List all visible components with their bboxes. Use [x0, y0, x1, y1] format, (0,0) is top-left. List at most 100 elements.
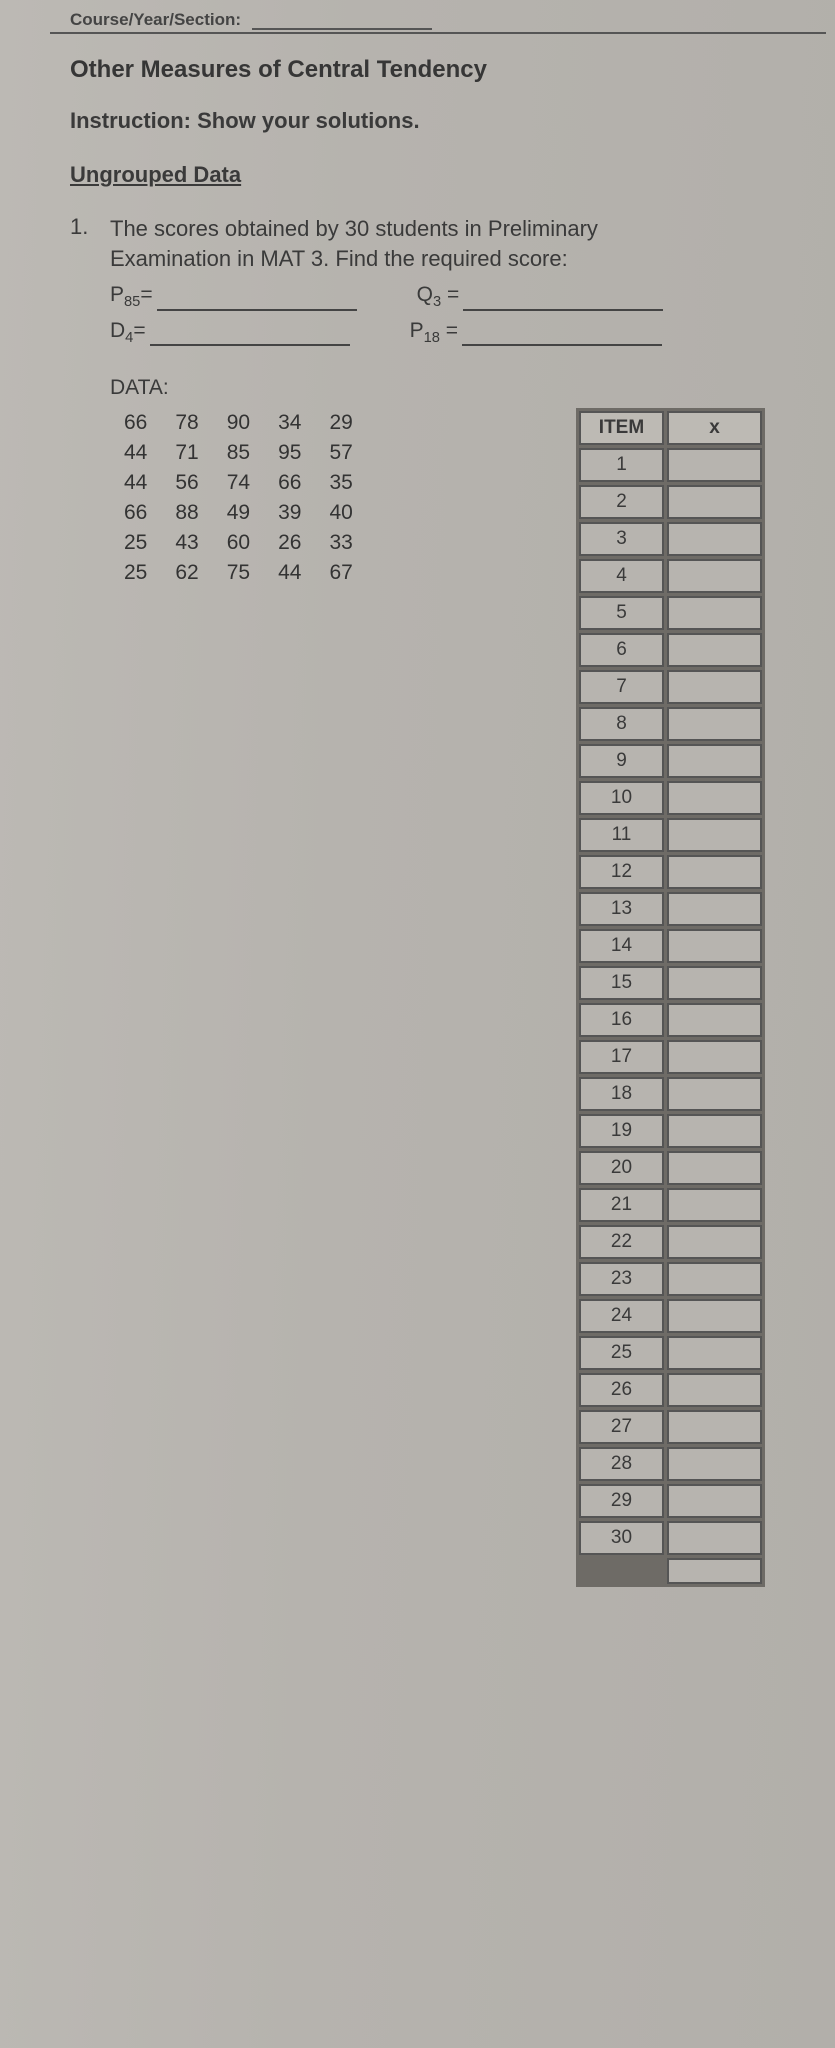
item-x-cell[interactable] [667, 1188, 762, 1222]
item-row: 11 [579, 818, 762, 852]
item-row: 27 [579, 1410, 762, 1444]
item-number-cell: 3 [579, 522, 664, 556]
blank-q3-label: Q3 = [417, 283, 460, 310]
item-table: ITEM x 123456789101112131415161718192021… [576, 408, 765, 1587]
item-row: 10 [579, 781, 762, 815]
item-x-cell[interactable] [667, 1262, 762, 1296]
instruction-label: Instruction: [70, 108, 191, 133]
data-cell: 56 [161, 468, 212, 498]
item-x-cell[interactable] [667, 1484, 762, 1518]
item-x-cell[interactable] [667, 1225, 762, 1259]
item-x-cell[interactable] [667, 1077, 762, 1111]
item-x-cell[interactable] [667, 1003, 762, 1037]
item-x-cell[interactable] [667, 966, 762, 1000]
item-number-cell: 7 [579, 670, 664, 704]
blank-d4-line[interactable] [150, 328, 350, 346]
course-blank[interactable] [252, 12, 432, 30]
data-cell: 85 [213, 438, 264, 468]
worksheet-page: Course/Year/Section: Other Measures of C… [0, 0, 835, 2048]
data-cell: 35 [315, 468, 366, 498]
item-x-cell[interactable] [667, 1040, 762, 1074]
blank-p18-label: P18 = [410, 319, 458, 346]
instruction-line: Instruction: Show your solutions. [70, 108, 775, 134]
item-row: 6 [579, 633, 762, 667]
col-x-header: x [667, 411, 762, 445]
item-table-wrap: ITEM x 123456789101112131415161718192021… [576, 408, 765, 1587]
data-cell: 78 [161, 408, 212, 438]
problem-body: The scores obtained by 30 students in Pr… [110, 214, 775, 1587]
data-row: 2543602633 [110, 528, 367, 558]
item-x-cell[interactable] [667, 596, 762, 630]
blank-q3-line[interactable] [463, 293, 663, 311]
blank-q3: Q3 = [417, 283, 664, 310]
item-x-cell[interactable] [667, 929, 762, 963]
data-cell: 44 [110, 468, 161, 498]
item-row: 7 [579, 670, 762, 704]
item-number-cell: 4 [579, 559, 664, 593]
item-x-cell[interactable] [667, 1336, 762, 1370]
blank-p18: P18 = [410, 319, 662, 346]
item-row: 26 [579, 1373, 762, 1407]
top-rule [50, 32, 826, 34]
item-row: 4 [579, 559, 762, 593]
item-table-footer [579, 1558, 762, 1584]
item-x-cell[interactable] [667, 707, 762, 741]
item-x-cell[interactable] [667, 1521, 762, 1555]
blank-p18-line[interactable] [462, 328, 662, 346]
worksheet-title: Other Measures of Central Tendency [70, 56, 775, 84]
item-number-cell: 18 [579, 1077, 664, 1111]
blank-p85-label: P85= [110, 283, 153, 310]
data-cell: 66 [264, 468, 315, 498]
item-x-cell[interactable] [667, 892, 762, 926]
problem-1: 1. The scores obtained by 30 students in… [70, 214, 775, 1587]
item-x-cell[interactable] [667, 818, 762, 852]
item-number-cell: 15 [579, 966, 664, 1000]
item-x-cell[interactable] [667, 633, 762, 667]
item-number-cell: 29 [579, 1484, 664, 1518]
item-x-cell[interactable] [667, 781, 762, 815]
data-label: DATA: [110, 376, 775, 400]
item-x-cell[interactable] [667, 1114, 762, 1148]
data-cell: 29 [315, 408, 366, 438]
item-number-cell: 5 [579, 596, 664, 630]
item-row: 18 [579, 1077, 762, 1111]
item-x-cell[interactable] [667, 1373, 762, 1407]
data-cell: 43 [161, 528, 212, 558]
item-x-cell[interactable] [667, 855, 762, 889]
item-number-cell: 9 [579, 744, 664, 778]
item-x-cell[interactable] [667, 1151, 762, 1185]
item-x-cell[interactable] [667, 1299, 762, 1333]
data-cell: 33 [315, 528, 366, 558]
item-row: 24 [579, 1299, 762, 1333]
data-cell: 90 [213, 408, 264, 438]
item-row: 15 [579, 966, 762, 1000]
item-row: 16 [579, 1003, 762, 1037]
data-cell: 62 [161, 558, 212, 588]
item-number-cell: 16 [579, 1003, 664, 1037]
item-number-cell: 2 [579, 485, 664, 519]
data-cell: 25 [110, 558, 161, 588]
item-row: 21 [579, 1188, 762, 1222]
item-number-cell: 21 [579, 1188, 664, 1222]
data-cell: 40 [315, 498, 366, 528]
item-number-cell: 28 [579, 1447, 664, 1481]
item-x-cell[interactable] [667, 744, 762, 778]
item-x-cell[interactable] [667, 522, 762, 556]
col-item-header: ITEM [579, 411, 664, 445]
footer-cell-empty [579, 1558, 664, 1584]
problem-text-line1: The scores obtained by 30 students in Pr… [110, 216, 598, 241]
blank-p85: P85= [110, 283, 357, 310]
footer-cell-x[interactable] [667, 1558, 762, 1584]
problem-text: The scores obtained by 30 students in Pr… [110, 214, 775, 273]
data-cell: 71 [161, 438, 212, 468]
item-row: 3 [579, 522, 762, 556]
data-cell: 34 [264, 408, 315, 438]
data-cell: 88 [161, 498, 212, 528]
item-x-cell[interactable] [667, 559, 762, 593]
blank-p85-line[interactable] [157, 293, 357, 311]
item-x-cell[interactable] [667, 1410, 762, 1444]
item-x-cell[interactable] [667, 1447, 762, 1481]
item-x-cell[interactable] [667, 670, 762, 704]
item-x-cell[interactable] [667, 448, 762, 482]
item-x-cell[interactable] [667, 485, 762, 519]
